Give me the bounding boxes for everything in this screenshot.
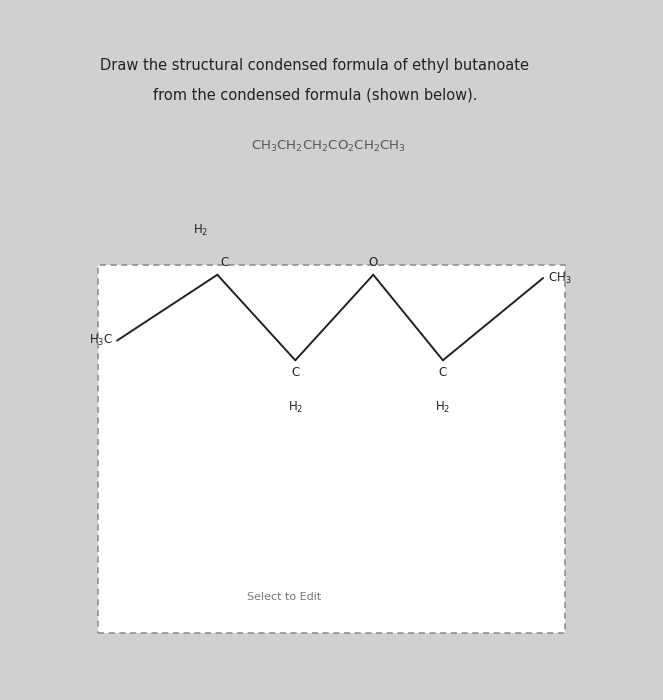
Text: $\mathregular{H_2}$: $\mathregular{H_2}$	[288, 400, 303, 415]
Text: $\mathregular{CH_3}$: $\mathregular{CH_3}$	[548, 270, 572, 286]
Text: $\mathregular{H_2}$: $\mathregular{H_2}$	[193, 223, 208, 237]
Text: C: C	[220, 256, 228, 270]
FancyBboxPatch shape	[97, 265, 566, 634]
Text: $\mathregular{H_2}$: $\mathregular{H_2}$	[435, 400, 451, 415]
Text: from the condensed formula (shown below).: from the condensed formula (shown below)…	[152, 88, 477, 102]
Text: $\mathregular{H_3C}$: $\mathregular{H_3C}$	[89, 333, 113, 348]
Text: C: C	[291, 365, 300, 379]
Text: O: O	[369, 256, 378, 270]
Text: Select to Edit: Select to Edit	[247, 592, 322, 602]
Text: CH$_3$CH$_2$CH$_2$CO$_2$CH$_2$CH$_3$: CH$_3$CH$_2$CH$_2$CO$_2$CH$_2$CH$_3$	[251, 139, 406, 154]
Text: C: C	[439, 365, 447, 379]
Text: Draw the structural condensed formula of ethyl butanoate: Draw the structural condensed formula of…	[100, 57, 529, 73]
